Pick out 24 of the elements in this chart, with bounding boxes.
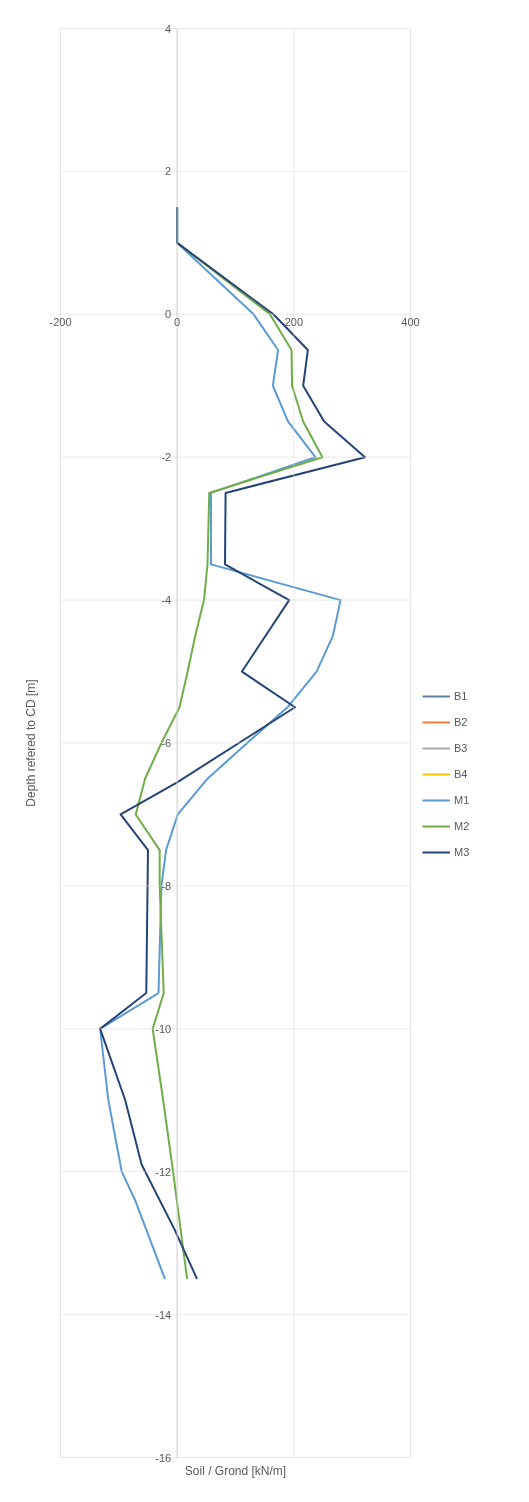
x-tick-label: -200 (49, 316, 72, 329)
x-tick-label: 0 (174, 316, 181, 329)
y-tick-label: -2 (161, 451, 172, 464)
legend-label: B3 (454, 742, 469, 754)
x-tick-label: 200 (284, 316, 304, 329)
y-tick-label: -6 (161, 737, 172, 749)
legend-label: M1 (454, 794, 471, 806)
y-tick-label: -14 (155, 1308, 172, 1321)
y-tick-label: -12 (155, 1165, 172, 1178)
legend-label: B2 (454, 716, 469, 728)
y-axis-title: Depth refered to CD [m] (23, 679, 38, 807)
y-tick-label: 0 (165, 308, 172, 321)
y-tick-label: 4 (165, 22, 172, 35)
y-tick-label: -10 (155, 1022, 172, 1035)
legend-label: M2 (454, 820, 471, 832)
x-axis-title: Soil / Grond [kN/m] (184, 1463, 287, 1478)
x-tick-label: 400 (401, 316, 420, 329)
legend-label: B4 (454, 768, 469, 780)
y-tick-label: 2 (165, 165, 172, 178)
y-tick-label: -8 (161, 879, 172, 892)
y-tick-label: -16 (155, 1451, 172, 1464)
legend-label: M3 (454, 846, 471, 858)
y-tick-label: -4 (161, 594, 172, 607)
legend-label: B1 (454, 690, 469, 702)
